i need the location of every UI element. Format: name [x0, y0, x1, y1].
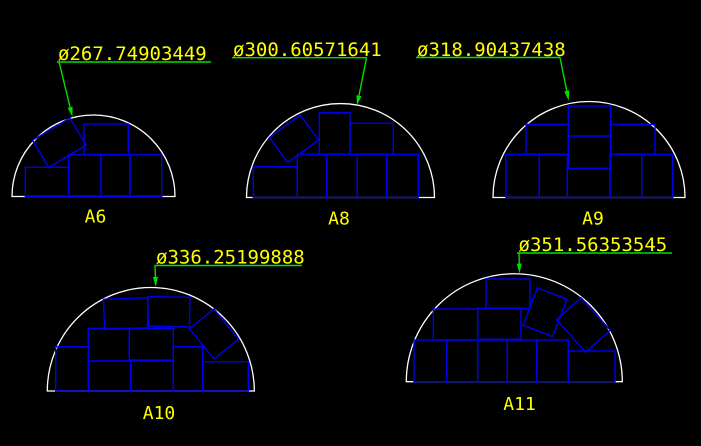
block-rect[interactable] [485, 278, 531, 309]
block-rect[interactable] [567, 105, 612, 137]
leader-line[interactable] [58, 61, 71, 108]
block-rect[interactable] [609, 153, 643, 199]
block-rect[interactable] [24, 166, 70, 198]
block-rect[interactable] [525, 123, 569, 156]
dimension-text[interactable]: ø351.56353545 [519, 234, 668, 256]
block-rect-tilted[interactable] [522, 286, 568, 338]
block-rect-tilted[interactable] [268, 114, 320, 164]
figure-A8[interactable]: ø300.60571641 A8 [232, 39, 436, 230]
leader-line[interactable] [559, 57, 568, 92]
figure-A6[interactable]: ø267.74903449 A6 [11, 43, 211, 228]
leader-arrowhead[interactable] [152, 276, 158, 287]
block-rect[interactable] [100, 154, 131, 198]
block-rect[interactable] [252, 165, 299, 199]
block-rect[interactable] [506, 339, 538, 383]
block-rect[interactable] [641, 153, 674, 199]
leader-arrowhead[interactable] [67, 106, 73, 117]
block-rect[interactable] [566, 167, 611, 199]
dimension-text[interactable]: ø267.74903449 [58, 43, 207, 65]
block-rect[interactable] [567, 350, 616, 383]
block-rect[interactable] [413, 339, 448, 383]
dimension-text[interactable]: ø300.60571641 [233, 39, 382, 61]
block-rect[interactable] [296, 153, 328, 199]
block-rect[interactable] [356, 153, 388, 199]
block-rect[interactable] [505, 153, 540, 199]
semicircle-outline[interactable] [492, 100, 686, 199]
dimension-text[interactable]: ø336.25199888 [156, 247, 305, 269]
block-rect[interactable] [538, 153, 568, 199]
figure-label[interactable]: A9 [582, 209, 604, 230]
block-rect[interactable] [386, 153, 420, 199]
block-rect[interactable] [87, 360, 132, 392]
block-rect[interactable] [129, 360, 174, 392]
block-rect[interactable] [87, 327, 131, 362]
block-rect[interactable] [536, 339, 570, 383]
block-rect[interactable] [326, 153, 359, 199]
semicircle-outline[interactable] [11, 114, 176, 198]
block-rect[interactable] [55, 346, 89, 392]
block-rect[interactable] [446, 339, 479, 383]
semicircle-outline[interactable] [245, 102, 436, 199]
leader-arrowhead[interactable] [564, 90, 570, 101]
block-rect[interactable] [129, 154, 163, 198]
figure-label[interactable]: A10 [143, 403, 176, 424]
block-rect[interactable] [83, 123, 129, 156]
block-rect[interactable] [318, 111, 351, 155]
figure-label[interactable]: A6 [85, 207, 107, 228]
block-rect[interactable] [432, 308, 479, 341]
block-rect[interactable] [201, 361, 249, 392]
block-rect[interactable] [67, 154, 102, 198]
block-rect-tilted[interactable] [146, 295, 191, 328]
block-rect-tilted[interactable] [188, 307, 240, 361]
block-rect[interactable] [610, 123, 656, 156]
block-rect-tilted[interactable] [31, 116, 88, 169]
semicircle-outline[interactable] [46, 286, 255, 392]
block-rect[interactable] [172, 346, 204, 392]
figure-A10[interactable]: ø336.25199888 A10 [46, 247, 305, 425]
figure-label[interactable]: A8 [328, 209, 350, 230]
leader-arrowhead[interactable] [356, 95, 362, 106]
leader-arrowhead[interactable] [516, 263, 522, 274]
block-rect[interactable] [477, 307, 522, 340]
block-rect[interactable] [349, 122, 394, 156]
figure-A9[interactable]: ø318.90437438 A9 [416, 39, 686, 230]
block-rect[interactable] [567, 135, 612, 169]
block-rect[interactable] [477, 339, 509, 383]
block-rect[interactable] [128, 327, 175, 361]
figure-label[interactable]: A11 [503, 394, 536, 415]
figure-A11[interactable]: ø351.56353545 A11 [405, 234, 672, 415]
block-rect-tilted[interactable] [102, 297, 150, 330]
semicircle-outline[interactable] [405, 273, 623, 383]
leader-line[interactable] [358, 57, 368, 96]
block-rect-tilted[interactable] [555, 296, 612, 354]
dimension-text[interactable]: ø318.90437438 [417, 39, 566, 61]
